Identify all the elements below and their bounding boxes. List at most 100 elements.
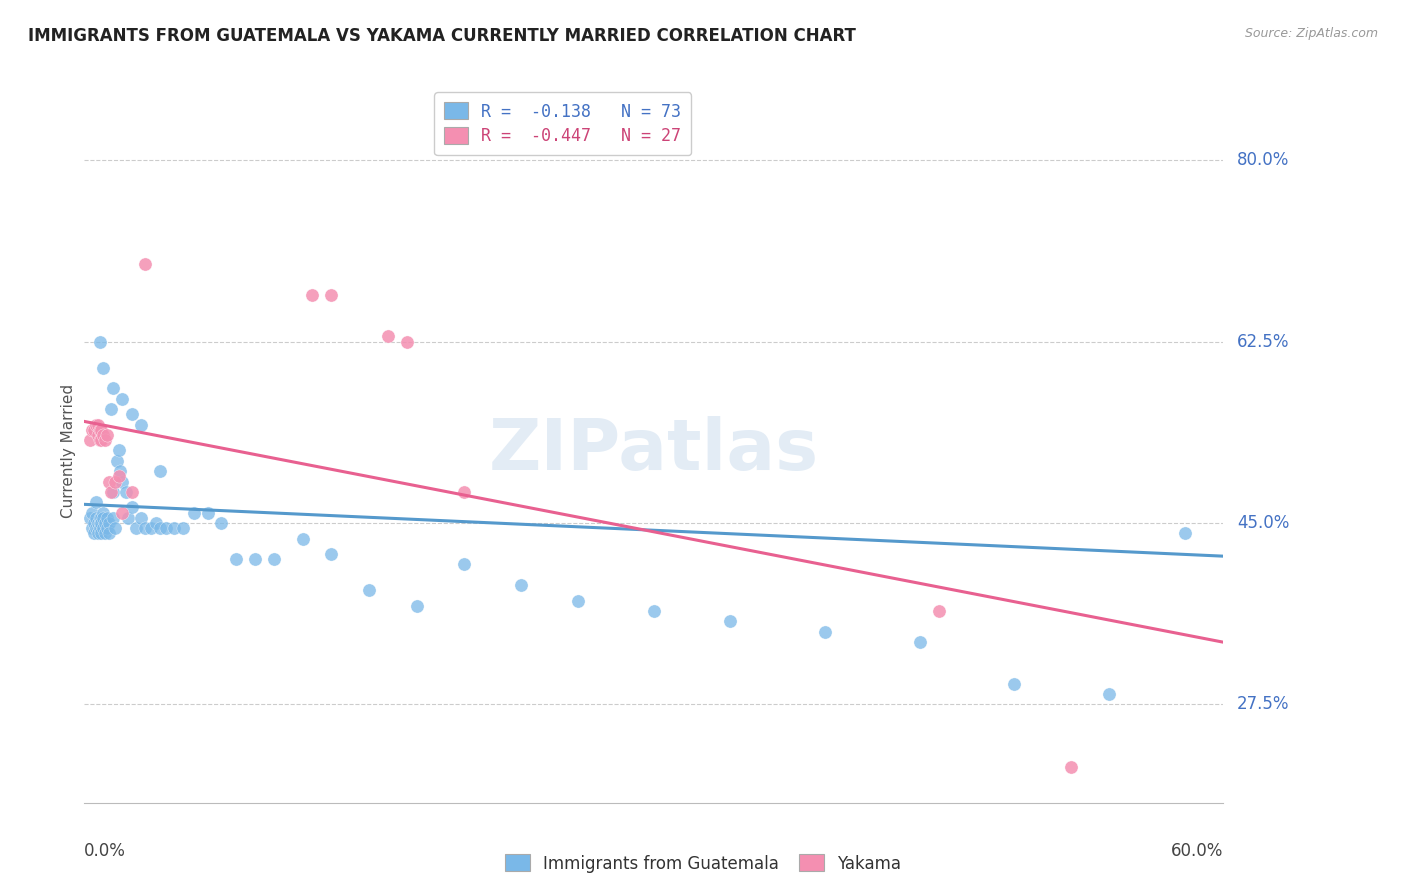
Point xyxy=(90,433,112,447)
Point xyxy=(90,423,112,437)
Text: 0.0%: 0.0% xyxy=(84,842,127,860)
Point xyxy=(80,521,103,535)
Point xyxy=(111,392,134,406)
Point xyxy=(96,521,118,535)
Point xyxy=(301,288,323,302)
Point xyxy=(453,558,475,572)
Point xyxy=(453,484,475,499)
Point xyxy=(131,417,153,432)
Point xyxy=(90,516,112,530)
Legend: Immigrants from Guatemala, Yakama: Immigrants from Guatemala, Yakama xyxy=(498,847,908,880)
Point xyxy=(908,635,931,649)
Point xyxy=(149,464,172,478)
Point xyxy=(359,583,381,598)
Point xyxy=(84,495,107,509)
Point xyxy=(89,521,111,535)
Point xyxy=(100,484,122,499)
Point xyxy=(121,407,143,421)
Point xyxy=(172,521,194,535)
Point xyxy=(84,417,107,432)
Point xyxy=(396,334,419,349)
Point xyxy=(89,516,111,530)
Point xyxy=(134,521,156,535)
Point xyxy=(94,526,117,541)
Point xyxy=(155,521,177,535)
Point xyxy=(111,506,134,520)
Point xyxy=(89,433,111,447)
Point xyxy=(321,288,343,302)
Point xyxy=(93,511,115,525)
Point xyxy=(104,521,127,535)
Point xyxy=(1098,687,1121,701)
Point xyxy=(321,547,343,561)
Point xyxy=(93,428,115,442)
Text: Source: ZipAtlas.com: Source: ZipAtlas.com xyxy=(1244,27,1378,40)
Point xyxy=(131,511,153,525)
Point xyxy=(93,360,115,375)
Point xyxy=(79,433,101,447)
Point xyxy=(245,552,267,566)
Point xyxy=(139,521,162,535)
Point xyxy=(124,521,146,535)
Point xyxy=(105,454,128,468)
Text: IMMIGRANTS FROM GUATEMALA VS YAKAMA CURRENTLY MARRIED CORRELATION CHART: IMMIGRANTS FROM GUATEMALA VS YAKAMA CURR… xyxy=(28,27,856,45)
Point xyxy=(107,443,129,458)
Point xyxy=(1174,526,1197,541)
Point xyxy=(104,475,127,489)
Point xyxy=(94,433,117,447)
Point xyxy=(100,402,122,417)
Point xyxy=(90,511,112,525)
Point xyxy=(101,511,124,525)
Point xyxy=(96,428,118,442)
Text: 45.0%: 45.0% xyxy=(1237,514,1289,532)
Point xyxy=(718,615,741,629)
Text: 62.5%: 62.5% xyxy=(1237,333,1289,351)
Point xyxy=(134,257,156,271)
Text: 27.5%: 27.5% xyxy=(1237,696,1289,714)
Point xyxy=(83,516,105,530)
Text: 80.0%: 80.0% xyxy=(1237,152,1289,169)
Y-axis label: Currently Married: Currently Married xyxy=(60,384,76,517)
Point xyxy=(643,604,665,618)
Point xyxy=(98,526,121,541)
Point xyxy=(86,526,108,541)
Point xyxy=(80,423,103,437)
Point xyxy=(86,521,108,535)
Point xyxy=(510,578,533,592)
Point xyxy=(149,521,172,535)
Point xyxy=(98,516,121,530)
Point xyxy=(93,521,115,535)
Point xyxy=(183,506,205,520)
Legend: R =  -0.138   N = 73, R =  -0.447   N = 27: R = -0.138 N = 73, R = -0.447 N = 27 xyxy=(434,93,690,155)
Point xyxy=(263,552,285,566)
Point xyxy=(377,329,399,343)
Point xyxy=(225,552,247,566)
Point xyxy=(79,511,101,525)
Point xyxy=(405,599,427,613)
Point xyxy=(928,604,950,618)
Point xyxy=(115,484,138,499)
Point xyxy=(121,484,143,499)
Point xyxy=(90,526,112,541)
Point xyxy=(93,506,115,520)
Point xyxy=(209,516,232,530)
Text: 60.0%: 60.0% xyxy=(1171,842,1223,860)
Text: ZIPatlas: ZIPatlas xyxy=(489,416,818,485)
Point xyxy=(111,475,134,489)
Point xyxy=(162,521,184,535)
Point xyxy=(86,428,108,442)
Point xyxy=(98,475,121,489)
Point xyxy=(84,511,107,525)
Point xyxy=(83,423,105,437)
Point xyxy=(291,532,314,546)
Point xyxy=(84,521,107,535)
Point xyxy=(89,334,111,349)
Point xyxy=(121,500,143,515)
Point xyxy=(96,511,118,525)
Point xyxy=(101,381,124,395)
Point xyxy=(117,511,139,525)
Point xyxy=(145,516,167,530)
Point xyxy=(80,506,103,520)
Point xyxy=(86,516,108,530)
Point xyxy=(197,506,219,520)
